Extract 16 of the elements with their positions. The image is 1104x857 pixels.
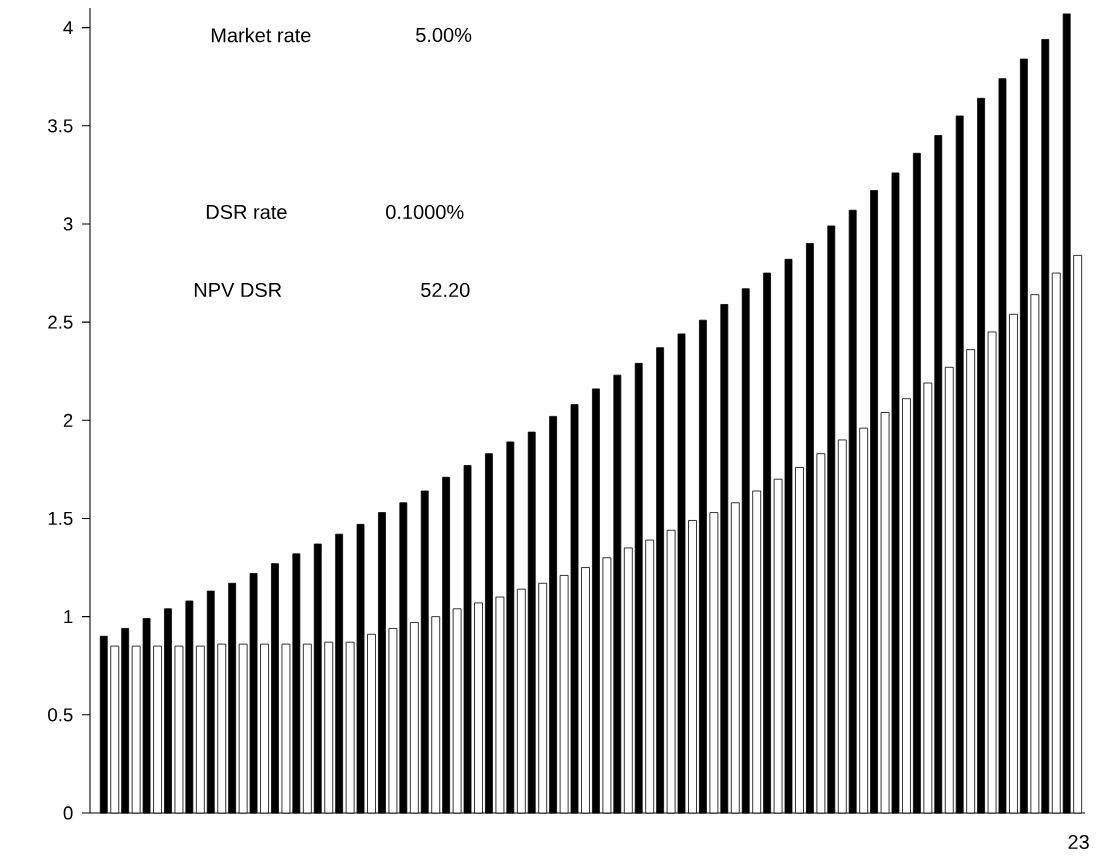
- annotation: 52.20: [421, 282, 470, 298]
- y-tick-label: 2: [63, 413, 73, 427]
- annotation: 5.00%: [416, 27, 472, 43]
- annotation: Market rate: [211, 27, 311, 43]
- y-tick-label: 3: [63, 217, 73, 231]
- y-tick-label: 1.5: [48, 511, 73, 525]
- annotation: DSR rate: [206, 204, 287, 220]
- y-tick-label: 1: [64, 610, 73, 624]
- y-tick-label: 4: [63, 21, 73, 35]
- annotation: NPV DSR: [194, 282, 282, 298]
- y-tick-label: 2.5: [48, 315, 73, 329]
- y-tick-label: 0.5: [48, 708, 73, 722]
- text: 23: [1068, 834, 1089, 850]
- y-tick-label: 0: [63, 806, 73, 820]
- annotation: 0.1000%: [386, 204, 464, 220]
- y-tick-label: 3.5: [48, 119, 73, 133]
